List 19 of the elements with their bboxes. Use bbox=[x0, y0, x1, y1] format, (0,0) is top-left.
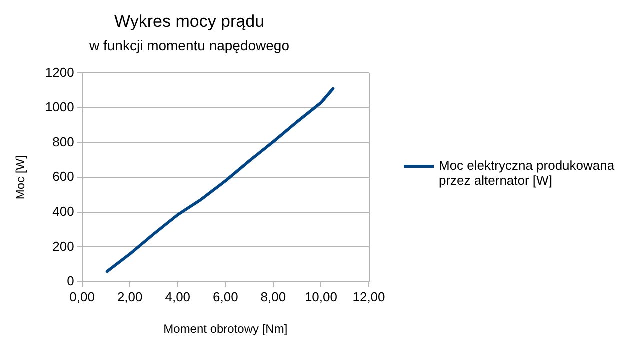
chart-title: Wykres mocy prądu bbox=[114, 12, 265, 31]
y-tick-label: 600 bbox=[52, 169, 74, 184]
x-tick-label: 0,00 bbox=[70, 289, 95, 304]
x-tick-label: 4,00 bbox=[165, 289, 191, 304]
x-tick-label: 6,00 bbox=[213, 289, 238, 304]
y-tick-label: 400 bbox=[52, 204, 74, 219]
x-tick-label: 12,00 bbox=[352, 289, 386, 304]
y-tick-label: 1000 bbox=[45, 100, 74, 115]
x-tick-label: 10,00 bbox=[304, 289, 338, 304]
y-tick-label: 0 bbox=[67, 274, 74, 289]
chart-subtitle: w funkcji momentu napędowego bbox=[88, 38, 290, 54]
x-tick-label: 2,00 bbox=[117, 289, 143, 304]
legend-label: Moc elektryczna produkowana przez alternator [W] bbox=[439, 158, 616, 188]
y-tick-label: 200 bbox=[52, 238, 74, 254]
y-axis-title: Moc [W] bbox=[14, 156, 28, 200]
y-tick-label: 1200 bbox=[45, 64, 74, 80]
x-axis-title: Moment obrotowy [Nm] bbox=[164, 322, 288, 336]
y-tick-label: 800 bbox=[52, 134, 74, 150]
x-tick-label: 8,00 bbox=[260, 289, 286, 304]
